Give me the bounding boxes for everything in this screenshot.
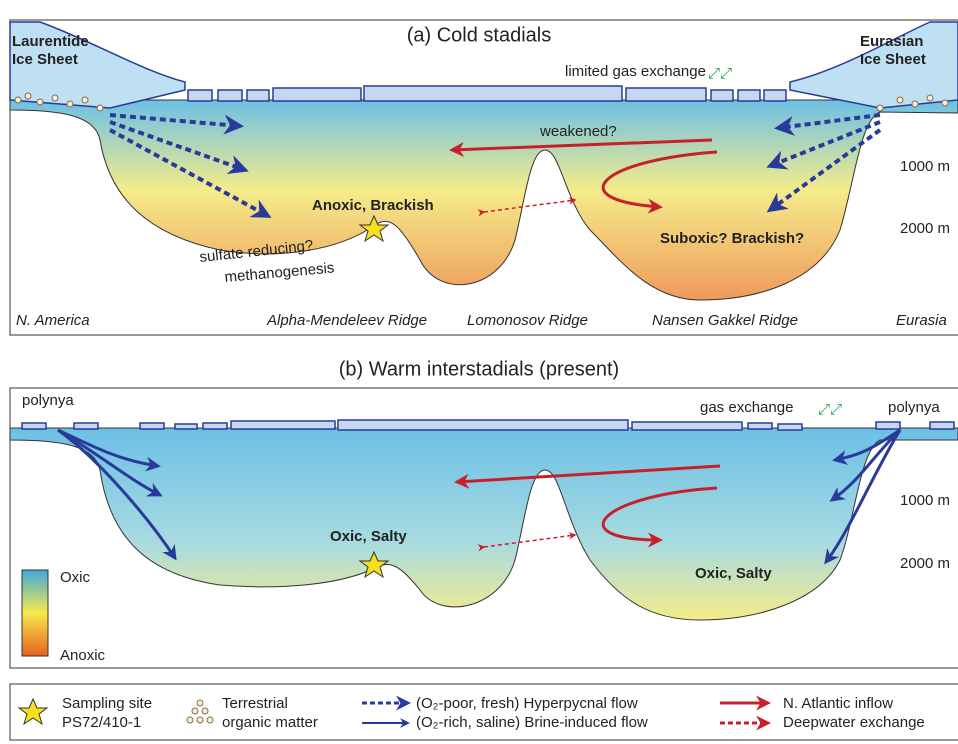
depth-label: 1000 m [900, 492, 950, 509]
polynya-label: polynya [22, 392, 74, 409]
legend-text: organic matter [222, 714, 318, 731]
ice-label: Ice Sheet [860, 51, 926, 68]
label: Oxic, Salty [330, 528, 407, 545]
ice-label: Laurentide [12, 33, 89, 50]
legend-frame [10, 684, 958, 740]
gas-icon: ⤢⤢ [818, 401, 843, 418]
gas-label: limited gas exchange [565, 63, 706, 80]
label: Oxic, Salty [695, 565, 772, 582]
ice-label: Ice Sheet [12, 51, 78, 68]
panel-title: (a) Cold stadials [407, 25, 552, 47]
label: weakened? [539, 123, 617, 140]
legend-text: (O₂-rich, saline) Brine-induced flow [416, 714, 648, 731]
legend-text: PS72/410-1 [62, 714, 141, 731]
ice-label: Eurasian [860, 33, 923, 50]
location: Eurasia [896, 312, 947, 329]
depth-label: 1000 m [900, 158, 950, 175]
sea-ice [188, 86, 786, 101]
scale-label: Oxic [60, 569, 91, 586]
location: Lomonosov Ridge [467, 312, 588, 329]
panel-title: (b) Warm interstadials (present) [339, 359, 619, 381]
gas-icon: ⤢⤢ [708, 65, 733, 82]
legend-text: Sampling site [62, 695, 152, 712]
gas-label: gas exchange [700, 399, 793, 416]
label: Suboxic? Brackish? [660, 230, 804, 247]
depth-label: 2000 m [900, 555, 950, 572]
location: N. America [16, 312, 90, 329]
legend-text: (O₂-poor, fresh) Hyperpycnal flow [416, 695, 638, 712]
depth-label: 2000 m [900, 220, 950, 237]
location: Alpha-Mendeleev Ridge [266, 312, 427, 329]
legend-text: N. Atlantic inflow [783, 695, 893, 712]
scale-label: Anoxic [60, 647, 106, 664]
location: Nansen Gakkel Ridge [652, 312, 798, 329]
legend-text: Terrestrial [222, 695, 288, 712]
colorbar [22, 570, 48, 656]
legend-text: Deepwater exchange [783, 714, 925, 731]
label: Anoxic, Brackish [312, 197, 434, 214]
polynya-label: polynya [888, 399, 940, 416]
diagram: (a) Cold stadials Laurentide Ice Sheet E… [0, 0, 958, 744]
